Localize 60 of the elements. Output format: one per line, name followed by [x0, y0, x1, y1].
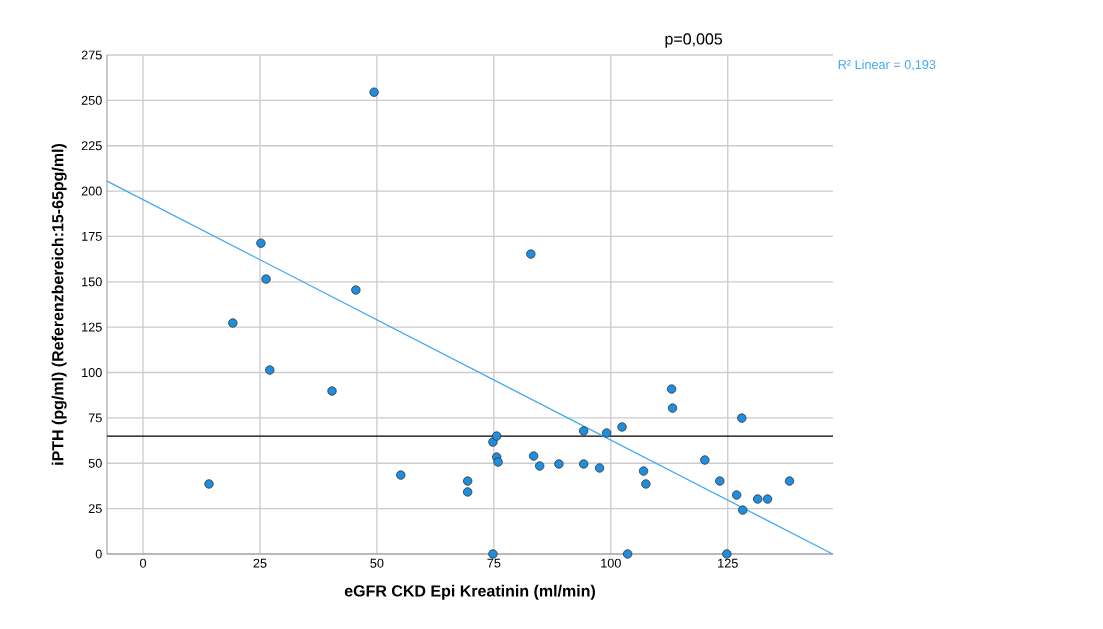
point — [327, 386, 337, 396]
point — [601, 428, 612, 438]
point — [641, 479, 651, 489]
y-axis-title: iPTH (pg/ml) (Referenzbereich:15-65pg/ml) — [51, 143, 67, 465]
point — [488, 549, 498, 559]
point — [731, 490, 742, 500]
point — [493, 457, 503, 467]
point — [261, 274, 271, 284]
y-tick-label: 275 — [81, 50, 102, 60]
x-tick-label: 0 — [140, 558, 147, 568]
point — [265, 365, 275, 375]
y-tick-label: 200 — [81, 186, 102, 196]
point — [667, 403, 678, 413]
y-tick-label: 150 — [82, 277, 102, 287]
point — [622, 549, 633, 559]
point — [526, 249, 536, 259]
point — [396, 470, 406, 480]
y-tick-label: 50 — [88, 458, 102, 468]
point — [528, 451, 539, 461]
point — [666, 384, 677, 394]
point — [488, 437, 498, 447]
point — [722, 549, 732, 559]
point — [762, 494, 773, 504]
y-tick-label: 100 — [82, 368, 102, 378]
point — [579, 459, 589, 469]
x-tick-label: 25 — [253, 558, 267, 568]
x-tick-label: 75 — [487, 558, 501, 568]
point — [369, 87, 379, 97]
point — [784, 476, 795, 486]
point — [579, 426, 589, 436]
y-tick-label: 250 — [81, 95, 102, 105]
text: R² Linear = 0,193 — [838, 59, 936, 71]
y-tick-label: 175 — [82, 232, 102, 241]
x-tick-label: 125 — [718, 558, 738, 568]
point — [463, 476, 473, 486]
point — [228, 318, 238, 328]
point — [737, 413, 747, 423]
y-tick-label: 75 — [88, 413, 102, 423]
point — [204, 479, 214, 489]
point — [554, 459, 564, 469]
point — [594, 463, 605, 473]
point — [638, 466, 649, 476]
y-tick-label: 225 — [81, 141, 102, 151]
point — [463, 487, 473, 497]
point — [738, 505, 748, 515]
point — [492, 431, 502, 441]
point — [617, 422, 627, 432]
chart-title: p=0,005 — [665, 33, 723, 48]
point — [753, 494, 763, 504]
x-tick-label: 100 — [601, 558, 621, 568]
x-axis-title: eGFR CKD Epi Kreatinin (ml/min) — [344, 584, 595, 600]
point — [700, 455, 710, 465]
point — [715, 476, 725, 486]
point — [535, 461, 545, 471]
point — [256, 238, 266, 248]
y-tick-label: 125 — [82, 322, 102, 332]
y-tick-label: 25 — [88, 504, 102, 514]
x-tick-label: 50 — [370, 558, 384, 568]
point — [351, 285, 361, 295]
y-tick-label: 0 — [95, 549, 102, 559]
